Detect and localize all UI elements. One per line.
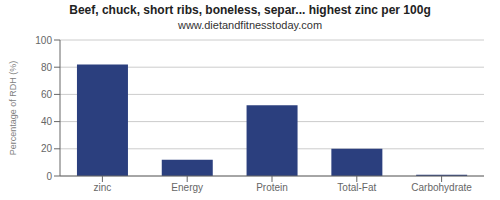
svg-text:20: 20 [41, 143, 53, 154]
svg-text:40: 40 [41, 116, 53, 127]
svg-text:0: 0 [46, 171, 52, 182]
svg-text:zinc: zinc [94, 182, 112, 193]
svg-text:Percentage of RDH (%): Percentage of RDH (%) [8, 61, 18, 156]
svg-text:60: 60 [41, 89, 53, 100]
svg-text:Carbohydrate: Carbohydrate [411, 182, 472, 193]
html-text:Beef, chuck, short ribs, bonel: Beef, chuck, short ribs, boneless, separ… [69, 3, 431, 17]
html-text:www.dietandfitnesstoday.com: www.dietandfitnesstoday.com [178, 19, 322, 31]
svg-text:Total-Fat: Total-Fat [337, 182, 376, 193]
svg-text:Protein: Protein [256, 182, 288, 193]
svg-text:100: 100 [35, 35, 52, 46]
svg-text:Energy: Energy [171, 182, 203, 193]
svg-text:80: 80 [41, 62, 53, 73]
